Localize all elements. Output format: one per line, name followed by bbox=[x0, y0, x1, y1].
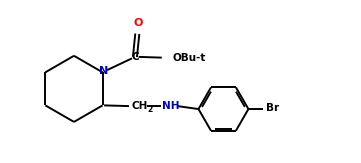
Text: 2: 2 bbox=[148, 105, 153, 114]
Text: C: C bbox=[131, 52, 139, 62]
Text: N: N bbox=[100, 66, 109, 76]
Text: CH: CH bbox=[132, 101, 148, 111]
Text: OBu-t: OBu-t bbox=[172, 53, 206, 63]
Text: NH: NH bbox=[162, 101, 180, 111]
Text: Br: Br bbox=[266, 103, 280, 113]
Text: O: O bbox=[133, 18, 143, 28]
